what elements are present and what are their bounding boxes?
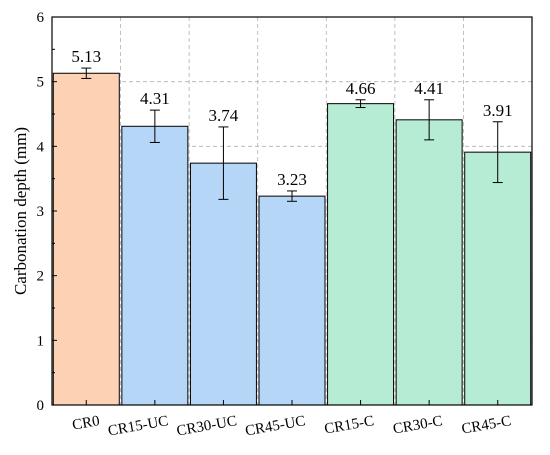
y-tick-label: 5	[37, 75, 45, 91]
x-tick-label: CR30-UC	[175, 413, 238, 439]
error-bar	[492, 121, 503, 184]
y-tick-label: 3	[37, 204, 45, 220]
x-tick-label: CR15-UC	[107, 413, 170, 439]
value-label: 4.31	[140, 89, 170, 108]
error-bar	[355, 99, 366, 109]
y-tick-label: 4	[37, 139, 45, 155]
x-tick-label: CR30-C	[392, 413, 444, 437]
bar	[395, 119, 463, 406]
x-tick-label: CR0	[71, 413, 101, 434]
bar	[189, 162, 257, 406]
value-label: 3.74	[209, 106, 239, 125]
value-label: 5.13	[71, 47, 101, 66]
y-axis-title: Carbonation depth (mm)	[11, 127, 30, 295]
y-tick-label: 0	[37, 398, 45, 414]
error-bar	[81, 67, 92, 79]
bars: 5.13 4.31 3.74 3.23 4.66 4.41 3.91	[52, 47, 532, 406]
y-tick-label: 6	[37, 10, 45, 26]
value-label: 4.41	[414, 79, 444, 98]
x-tick-label: CR45-UC	[244, 413, 307, 439]
error-bar	[424, 99, 435, 141]
error-bar	[287, 190, 297, 202]
y-tick-label: 2	[37, 269, 45, 285]
bar	[327, 103, 395, 406]
bar	[258, 195, 326, 406]
error-bar	[149, 109, 160, 143]
value-label: 3.91	[483, 101, 513, 120]
value-label: 3.23	[277, 170, 307, 189]
bar	[464, 151, 532, 406]
bar	[52, 72, 120, 406]
x-tick-label: CR45-C	[460, 413, 512, 437]
x-tick-label: CR15-C	[323, 413, 375, 437]
error-bar	[218, 126, 229, 200]
value-label: 4.66	[346, 79, 376, 98]
bar	[121, 125, 189, 406]
y-tick-label: 1	[37, 333, 45, 349]
